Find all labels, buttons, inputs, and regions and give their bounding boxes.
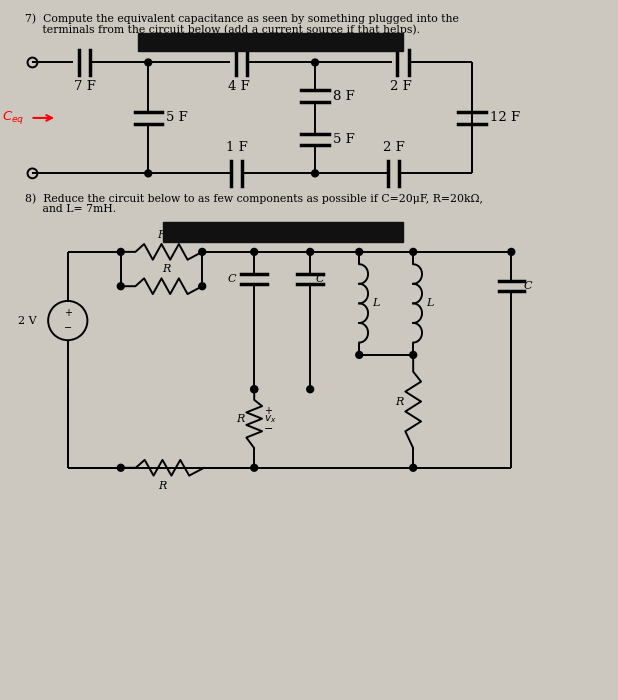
Circle shape [251, 386, 258, 393]
Circle shape [307, 248, 313, 256]
Circle shape [117, 464, 124, 471]
Text: R: R [158, 230, 166, 240]
Circle shape [356, 248, 363, 256]
Text: 7)  Compute the equivalent capacitance as seen by something plugged into the: 7) Compute the equivalent capacitance as… [25, 13, 459, 24]
Text: 2 F: 2 F [389, 80, 412, 93]
Circle shape [145, 170, 151, 177]
Text: C: C [315, 274, 324, 284]
Circle shape [307, 386, 313, 393]
Text: C: C [228, 274, 237, 284]
Text: 8)  Reduce the circuit below to as few components as possible if C=20μF, R=20kΩ,: 8) Reduce the circuit below to as few co… [25, 193, 483, 204]
Circle shape [199, 248, 206, 256]
Circle shape [117, 283, 124, 290]
Circle shape [251, 248, 258, 256]
Text: 8 F: 8 F [332, 90, 355, 103]
Circle shape [199, 283, 206, 290]
Text: 5 F: 5 F [166, 111, 188, 125]
Text: 1 F: 1 F [226, 141, 247, 154]
Text: 7 F: 7 F [74, 80, 95, 93]
Circle shape [311, 59, 318, 66]
Text: R: R [158, 482, 167, 491]
Bar [163, 223, 404, 242]
Circle shape [251, 386, 258, 393]
Text: $v_x$: $v_x$ [264, 413, 276, 425]
Text: +: + [264, 406, 272, 416]
Text: L: L [426, 298, 433, 309]
Text: R: R [162, 265, 171, 274]
Text: and L= 7mH.: and L= 7mH. [25, 204, 116, 214]
Text: 2 F: 2 F [383, 141, 404, 154]
Text: 4 F: 4 F [227, 80, 250, 93]
Text: −: − [264, 424, 273, 433]
Text: R: R [395, 396, 404, 407]
Text: L: L [372, 298, 379, 309]
Text: +: + [64, 308, 72, 318]
Text: terminals from the circuit below (add a current source if that helps).: terminals from the circuit below (add a … [25, 25, 420, 35]
Text: 12 F: 12 F [489, 111, 520, 125]
Text: 2 V: 2 V [18, 316, 36, 326]
Text: $C_{eq}$: $C_{eq}$ [2, 109, 25, 127]
Text: C: C [523, 281, 531, 291]
Circle shape [410, 351, 417, 358]
Text: −: − [64, 323, 72, 333]
Circle shape [356, 351, 363, 358]
Circle shape [410, 464, 417, 471]
Circle shape [251, 464, 258, 471]
Circle shape [311, 170, 318, 177]
Circle shape [117, 248, 124, 256]
Text: R: R [236, 414, 244, 424]
Circle shape [410, 248, 417, 256]
Bar [138, 33, 404, 50]
Circle shape [508, 248, 515, 256]
Circle shape [145, 59, 151, 66]
Text: 5 F: 5 F [332, 133, 355, 146]
